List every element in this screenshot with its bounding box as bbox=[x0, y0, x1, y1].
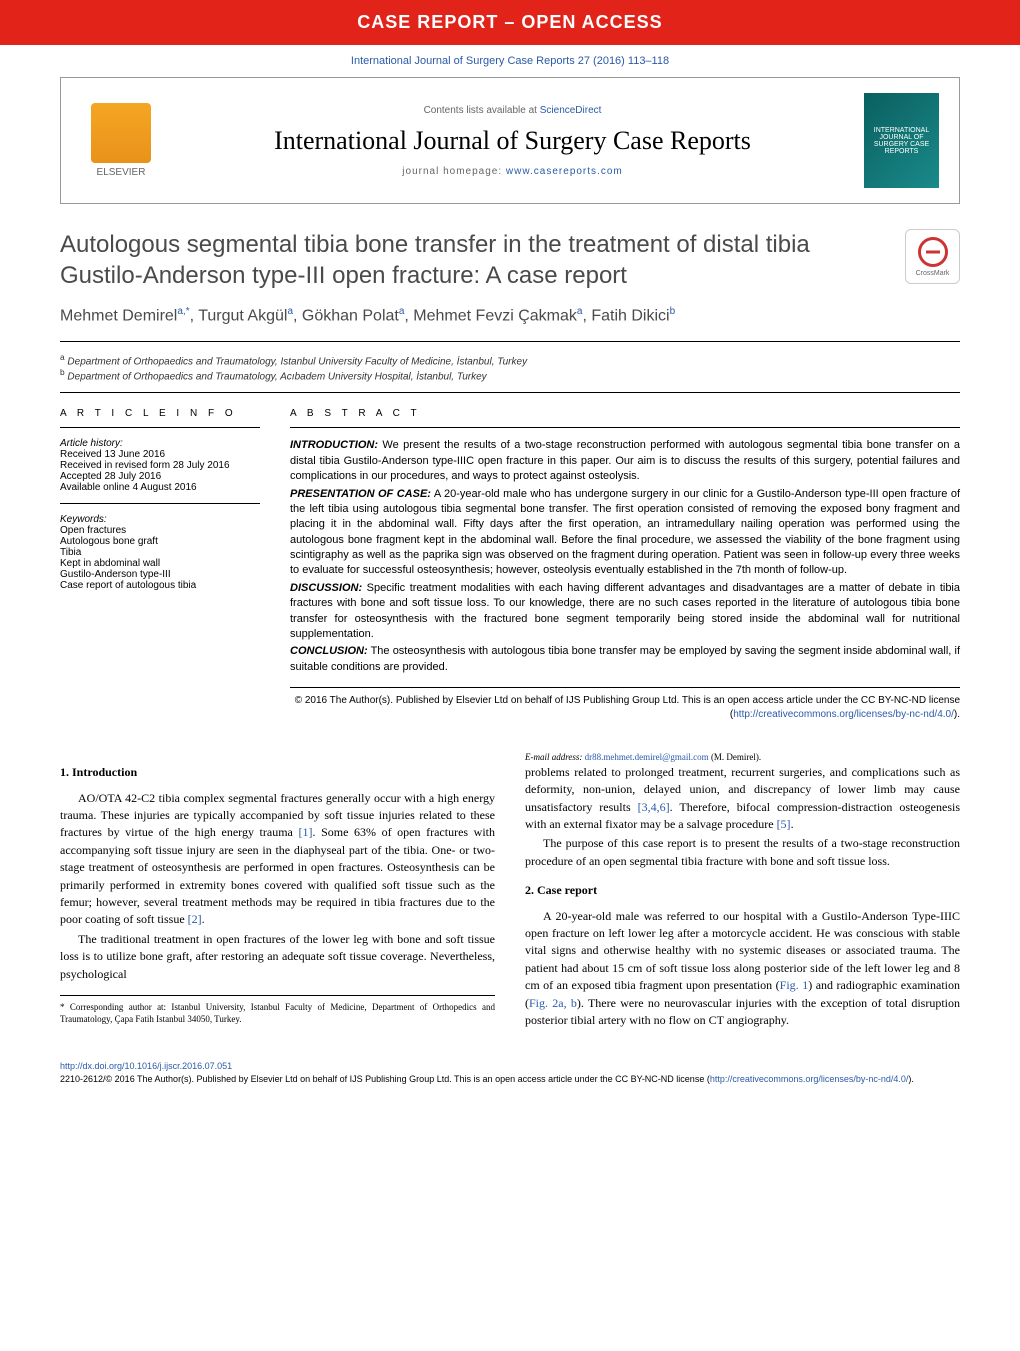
email-suffix: (M. Demirel). bbox=[711, 752, 761, 762]
abstract-body: INTRODUCTION: We present the results of … bbox=[290, 438, 960, 688]
issn-close: ). bbox=[908, 1074, 914, 1084]
abstract-header: A B S T R A C T bbox=[290, 408, 960, 428]
email-link[interactable]: dr88.mehmet.demirel@gmail.com bbox=[585, 752, 709, 762]
keyword: Tibia bbox=[60, 547, 260, 558]
authors-line: Mehmet Demirela,*, Turgut Akgüla, Gökhan… bbox=[60, 306, 960, 325]
elsevier-logo: ELSEVIER bbox=[81, 96, 161, 186]
abstract-section: PRESENTATION OF CASE: A 20-year-old male… bbox=[290, 487, 960, 579]
section-1-heading: 1. Introduction bbox=[60, 764, 495, 781]
header-center: Contents lists available at ScienceDirec… bbox=[181, 105, 844, 177]
body-paragraph: A 20-year-old male was referred to our h… bbox=[525, 908, 960, 1030]
homepage-link[interactable]: www.casereports.com bbox=[506, 166, 623, 177]
publisher-name: ELSEVIER bbox=[97, 167, 146, 178]
journal-header: ELSEVIER Contents lists available at Sci… bbox=[60, 77, 960, 204]
history-line: Received 13 June 2016 bbox=[60, 449, 260, 460]
article-info-column: A R T I C L E I N F O Article history: R… bbox=[60, 408, 260, 722]
contents-available-line: Contents lists available at ScienceDirec… bbox=[181, 105, 844, 116]
affiliation: b Department of Orthopaedics and Traumat… bbox=[60, 367, 960, 382]
body-paragraph: The traditional treatment in open fractu… bbox=[60, 931, 495, 983]
history-label: Article history: bbox=[60, 438, 260, 449]
license-link[interactable]: http://creativecommons.org/licenses/by-n… bbox=[733, 709, 954, 720]
body-paragraph: problems related to prolonged treatment,… bbox=[525, 764, 960, 834]
abstract-section: DISCUSSION: Specific treatment modalitie… bbox=[290, 581, 960, 643]
copyright-close: ). bbox=[954, 709, 960, 720]
crossmark-badge[interactable]: CrossMark bbox=[905, 229, 960, 284]
issn-copyright-text: 2210-2612/© 2016 The Author(s). Publishe… bbox=[60, 1074, 710, 1084]
keyword: Autologous bone graft bbox=[60, 536, 260, 547]
page-footer: http://dx.doi.org/10.1016/j.ijscr.2016.0… bbox=[60, 1060, 960, 1085]
article-history-block: Article history: Received 13 June 2016Re… bbox=[60, 438, 260, 504]
info-abstract-row: A R T I C L E I N F O Article history: R… bbox=[60, 392, 960, 722]
homepage-prefix: journal homepage: bbox=[402, 166, 506, 177]
corresponding-author-footnote: * Corresponding author at: Istanbul Univ… bbox=[60, 1002, 495, 1025]
affiliation: a Department of Orthopaedics and Traumat… bbox=[60, 352, 960, 367]
crossmark-icon bbox=[918, 237, 948, 267]
footnote-text: Corresponding author at: Istanbul Univer… bbox=[60, 1002, 495, 1024]
email-label: E-mail address: bbox=[525, 752, 582, 762]
open-access-banner: CASE REPORT – OPEN ACCESS bbox=[0, 0, 1020, 45]
homepage-line: journal homepage: www.casereports.com bbox=[181, 166, 844, 177]
journal-cover-thumbnail: INTERNATIONAL JOURNAL OF SURGERY CASE RE… bbox=[864, 93, 939, 188]
sciencedirect-link[interactable]: ScienceDirect bbox=[540, 105, 602, 116]
email-footnote: E-mail address: dr88.mehmet.demirel@gmai… bbox=[525, 752, 960, 764]
abstract-section: CONCLUSION: The osteosynthesis with auto… bbox=[290, 644, 960, 675]
keyword: Gustilo-Anderson type-III bbox=[60, 569, 260, 580]
keywords-block: Keywords: Open fracturesAutologous bone … bbox=[60, 514, 260, 601]
section-2-heading: 2. Case report bbox=[525, 882, 960, 899]
keyword: Case report of autologous tibia bbox=[60, 580, 260, 591]
title-section: Autologous segmental tibia bone transfer… bbox=[60, 229, 960, 291]
keyword: Kept in abdominal wall bbox=[60, 558, 260, 569]
abstract-column: A B S T R A C T INTRODUCTION: We present… bbox=[290, 408, 960, 722]
copyright-line: © 2016 The Author(s). Published by Elsev… bbox=[290, 694, 960, 722]
journal-name: International Journal of Surgery Case Re… bbox=[181, 126, 844, 156]
elsevier-tree-icon bbox=[91, 103, 151, 163]
citation-line: International Journal of Surgery Case Re… bbox=[0, 55, 1020, 67]
body-paragraph: AO/OTA 42-C2 tibia complex segmental fra… bbox=[60, 790, 495, 929]
crossmark-label: CrossMark bbox=[916, 270, 950, 277]
article-body: 1. Introduction AO/OTA 42-C2 tibia compl… bbox=[60, 752, 960, 1030]
history-line: Accepted 28 July 2016 bbox=[60, 471, 260, 482]
footnote-marker: * bbox=[60, 1002, 65, 1012]
affiliations: a Department of Orthopaedics and Traumat… bbox=[60, 341, 960, 383]
contents-prefix: Contents lists available at bbox=[424, 105, 540, 116]
footer-license-link[interactable]: http://creativecommons.org/licenses/by-n… bbox=[710, 1074, 909, 1084]
keywords-label: Keywords: bbox=[60, 514, 260, 525]
keyword: Open fractures bbox=[60, 525, 260, 536]
body-paragraph: The purpose of this case report is to pr… bbox=[525, 835, 960, 870]
article-info-header: A R T I C L E I N F O bbox=[60, 408, 260, 428]
history-line: Received in revised form 28 July 2016 bbox=[60, 460, 260, 471]
abstract-section: INTRODUCTION: We present the results of … bbox=[290, 438, 960, 484]
history-line: Available online 4 August 2016 bbox=[60, 482, 260, 493]
article-title: Autologous segmental tibia bone transfer… bbox=[60, 229, 885, 291]
doi-link[interactable]: http://dx.doi.org/10.1016/j.ijscr.2016.0… bbox=[60, 1061, 232, 1071]
